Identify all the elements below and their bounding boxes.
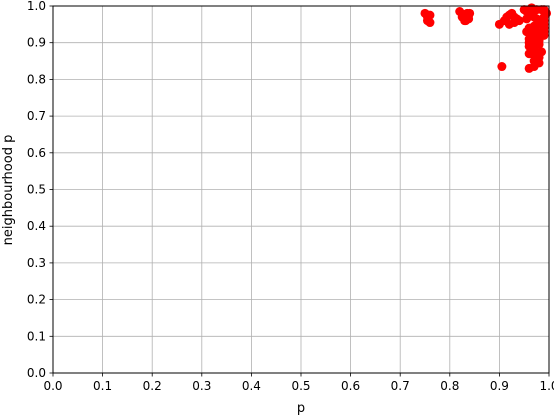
y-axis-label: neighbourhood p: [1, 135, 16, 246]
scatter-point: [539, 5, 549, 15]
y-axis-ticks: 0.0 0.1 0.2 0.3 0.4 0.5 0.6 0.7 0.8 0.9 1.0: [27, 0, 53, 380]
scatter-point: [529, 62, 539, 72]
y-tick-label: 0.6: [27, 146, 46, 160]
x-tick-label: 1.0: [539, 379, 554, 393]
scatter-point: [524, 38, 534, 48]
x-tick-label: 0.9: [490, 379, 509, 393]
y-tick-label: 0.7: [27, 109, 46, 123]
x-tick-label: 0.7: [391, 379, 410, 393]
scatter-point: [504, 19, 514, 29]
x-tick-label: 0.0: [43, 379, 62, 393]
x-axis-label: p: [297, 401, 305, 416]
scatter-point: [524, 49, 534, 59]
x-tick-label: 0.5: [291, 379, 310, 393]
x-tick-label: 0.8: [440, 379, 459, 393]
y-tick-label: 0.3: [27, 256, 46, 270]
x-tick-label: 0.3: [192, 379, 211, 393]
scatter-point: [527, 3, 537, 13]
scatter-point: [534, 52, 544, 62]
scatter-point: [425, 18, 435, 28]
scatter-point: [497, 62, 507, 72]
y-tick-label: 0.4: [27, 219, 46, 233]
x-axis-ticks: 0.0 0.1 0.2 0.3 0.4 0.5 0.6 0.7 0.8 0.9 1.0: [43, 373, 554, 393]
x-tick-label: 0.1: [93, 379, 112, 393]
scatter-point: [534, 34, 544, 44]
x-tick-label: 0.2: [143, 379, 162, 393]
y-tick-label: 0.9: [27, 36, 46, 50]
scatter-point: [461, 16, 471, 26]
y-tick-label: 0.5: [27, 183, 46, 197]
scatter-points: [420, 3, 552, 73]
y-tick-label: 0.2: [27, 293, 46, 307]
scatter-point: [539, 16, 549, 26]
y-tick-label: 0.1: [27, 329, 46, 343]
y-tick-label: 0.8: [27, 72, 46, 86]
scatter-point: [532, 27, 542, 37]
x-tick-label: 0.4: [242, 379, 261, 393]
scatter-point: [539, 27, 549, 37]
y-tick-label: 1.0: [27, 0, 46, 13]
x-tick-label: 0.6: [341, 379, 360, 393]
y-tick-label: 0.0: [27, 366, 46, 380]
scatter-point: [522, 14, 532, 24]
